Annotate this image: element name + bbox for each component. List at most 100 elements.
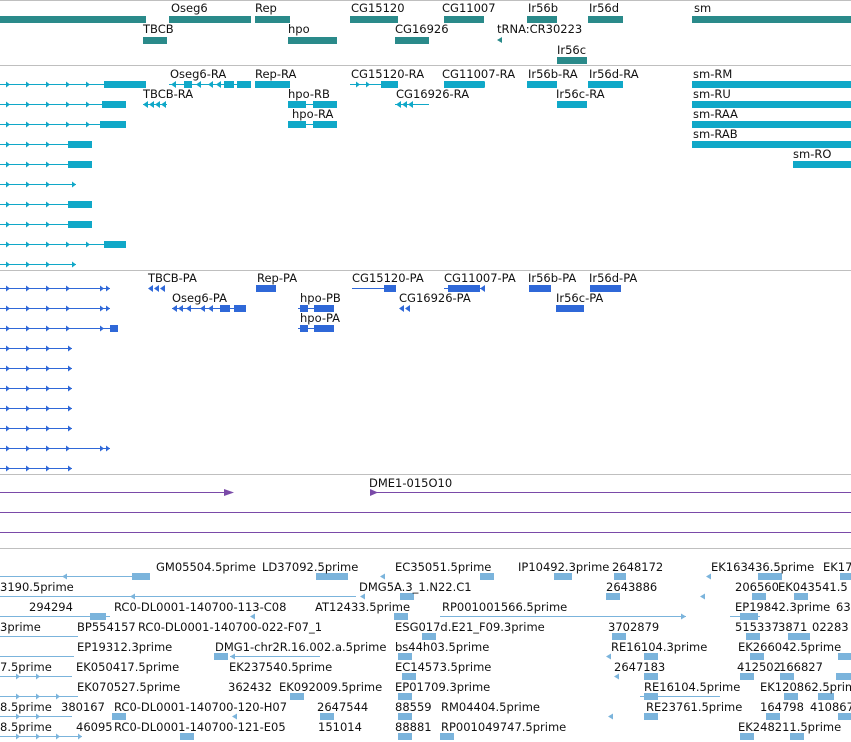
est-label[interactable]: 8.5prime <box>0 700 52 714</box>
protein-label[interactable]: Ir56c-PA <box>556 291 604 305</box>
est-label[interactable]: EK070527.5prime <box>77 680 181 694</box>
protein-label[interactable]: CG11007-PA <box>444 271 516 285</box>
est-label[interactable]: 3871 <box>778 620 808 634</box>
est-label[interactable]: EC14573.5prime <box>395 660 492 674</box>
est-label[interactable]: 412502 <box>737 660 781 674</box>
est-label[interactable]: 46095 <box>76 720 113 734</box>
est-label[interactable]: GM05504.5prime <box>156 560 256 574</box>
est-label[interactable]: RC0-DL0001-140700-121-E05 <box>114 720 286 734</box>
est-label[interactable]: 515337 <box>735 620 779 634</box>
protein-label[interactable]: Rep-PA <box>257 271 298 285</box>
est-label[interactable]: 151014 <box>318 720 362 734</box>
gene-label[interactable]: CG16926 <box>395 22 449 36</box>
est-label[interactable]: 294294 <box>29 600 73 614</box>
transcript-label[interactable]: sm-RO <box>793 147 832 161</box>
gene-label[interactable]: tRNA:CR30223 <box>497 22 583 36</box>
est-label[interactable]: RM04404.5prime <box>441 700 540 714</box>
est-label[interactable]: BP554157 <box>77 620 136 634</box>
gene-label[interactable]: Oseg6 <box>171 1 208 15</box>
gene-label[interactable]: Ir56d <box>589 1 620 15</box>
est-label[interactable]: DMG5A.3_1.N22.C1 <box>359 580 472 594</box>
est-label[interactable]: 2647544 <box>317 700 369 714</box>
est-label[interactable]: RC0-DL0001-140700-022-F07_1 <box>138 620 323 634</box>
clone-track[interactable] <box>0 0 851 548</box>
gene-label[interactable]: hpo <box>288 22 310 36</box>
est-label[interactable]: 2647183 <box>614 660 666 674</box>
est-label[interactable]: 02283 <box>812 620 849 634</box>
gene-label[interactable]: Ir56c <box>557 43 587 57</box>
transcript-track[interactable] <box>0 0 851 270</box>
protein-label[interactable]: Ir56b-PA <box>528 271 577 285</box>
transcript-label[interactable]: hpo-RA <box>292 107 334 121</box>
protein-label[interactable]: TBCB-PA <box>148 271 197 285</box>
est-label[interactable]: IP10492.3prime <box>518 560 610 574</box>
transcript-label[interactable]: Rep-RA <box>255 67 297 81</box>
est-label[interactable]: EP19842.3prime <box>735 600 831 614</box>
est-label[interactable]: LD37092.5prime <box>262 560 359 574</box>
transcript-label[interactable]: sm-RM <box>693 67 733 81</box>
est-label[interactable]: RE16104.3prime <box>611 640 708 654</box>
transcript-label[interactable]: hpo-RB <box>288 87 330 101</box>
est-label[interactable]: 2643886 <box>606 580 658 594</box>
est-label[interactable]: 380167 <box>61 700 105 714</box>
transcript-label[interactable]: Ir56c-RA <box>556 87 605 101</box>
gene-label[interactable]: CG15120 <box>351 1 405 15</box>
est-label[interactable]: EK266042.5prime <box>738 640 842 654</box>
gene-label[interactable]: Ir56b <box>528 1 559 15</box>
est-label[interactable]: 3prime <box>0 620 41 634</box>
protein-track[interactable] <box>0 0 851 474</box>
transcript-label[interactable]: Ir56d-RA <box>589 67 639 81</box>
est-label[interactable]: EK237540.5prime <box>229 660 333 674</box>
est-label[interactable]: EK092009.5prime <box>279 680 383 694</box>
est-label[interactable]: 2648172 <box>612 560 664 574</box>
gene-label[interactable]: Rep <box>255 1 277 15</box>
est-label[interactable]: 3190.5prime <box>0 580 74 594</box>
est-label[interactable]: EK248211.5prime <box>738 720 842 734</box>
est-label[interactable]: RC0-DL0001-140700-120-H07 <box>114 700 288 714</box>
est-label[interactable]: RE23761.5prime <box>646 700 743 714</box>
protein-label[interactable]: CG16926-PA <box>399 291 471 305</box>
est-label[interactable]: DMG1-chr2R.16.002.a.5prime <box>215 640 387 654</box>
protein-label[interactable]: Ir56d-PA <box>589 271 638 285</box>
clone-label[interactable]: DME1-015O10 <box>369 476 453 490</box>
est-label[interactable]: 8.5prime <box>0 720 52 734</box>
est-label[interactable]: 3702879 <box>608 620 660 634</box>
transcript-label[interactable]: CG16926-RA <box>396 87 470 101</box>
gene-label[interactable]: CG11007 <box>442 1 496 15</box>
gene-label[interactable]: sm <box>694 1 712 15</box>
est-label[interactable]: EP19312.3prime <box>77 640 173 654</box>
transcript-label[interactable]: Oseg6-RA <box>170 67 227 81</box>
est-label[interactable]: 63 <box>836 600 851 614</box>
est-label[interactable]: 88881 <box>395 720 432 734</box>
est-label[interactable]: 206560 <box>735 580 779 594</box>
transcript-label[interactable]: CG11007-RA <box>442 67 516 81</box>
protein-label[interactable]: Oseg6-PA <box>172 291 227 305</box>
protein-label[interactable]: hpo-PA <box>300 311 341 325</box>
est-label[interactable]: EK163436.5prime <box>711 560 815 574</box>
est-label[interactable]: 88559 <box>395 700 432 714</box>
protein-label[interactable]: CG15120-PA <box>352 271 424 285</box>
est-label[interactable]: RP001001566.5prime <box>442 600 568 614</box>
est-label[interactable]: bs44h03.5prime <box>395 640 490 654</box>
transcript-label[interactable]: sm-RAB <box>693 127 738 141</box>
est-label[interactable]: AT12433.5prime <box>315 600 411 614</box>
est-label[interactable]: 166827 <box>779 660 823 674</box>
est-label[interactable]: RP001049747.5prime <box>441 720 567 734</box>
est-label[interactable]: RE16104.5prime <box>644 680 741 694</box>
protein-label[interactable]: hpo-PB <box>300 291 341 305</box>
est-label[interactable]: EK043541.5 <box>778 580 848 594</box>
est-label[interactable]: EP01709.3prime <box>395 680 491 694</box>
est-label[interactable]: ESG017d.E21_F09.3prime <box>395 620 545 634</box>
transcript-label[interactable]: CG15120-RA <box>351 67 425 81</box>
est-label[interactable]: 164798 <box>760 700 804 714</box>
est-label[interactable]: EK120862.5prime <box>760 680 851 694</box>
est-label[interactable]: EK17 <box>823 560 851 574</box>
transcript-label[interactable]: sm-RAA <box>693 107 738 121</box>
gene-track[interactable] <box>0 0 851 65</box>
est-label[interactable]: EK050417.5prime <box>76 660 180 674</box>
est-label[interactable]: RC0-DL0001-140700-113-C08 <box>114 600 287 614</box>
transcript-label[interactable]: sm-RU <box>693 87 731 101</box>
transcript-label[interactable]: Ir56b-RA <box>528 67 578 81</box>
est-label[interactable]: 7.5prime <box>0 660 52 674</box>
